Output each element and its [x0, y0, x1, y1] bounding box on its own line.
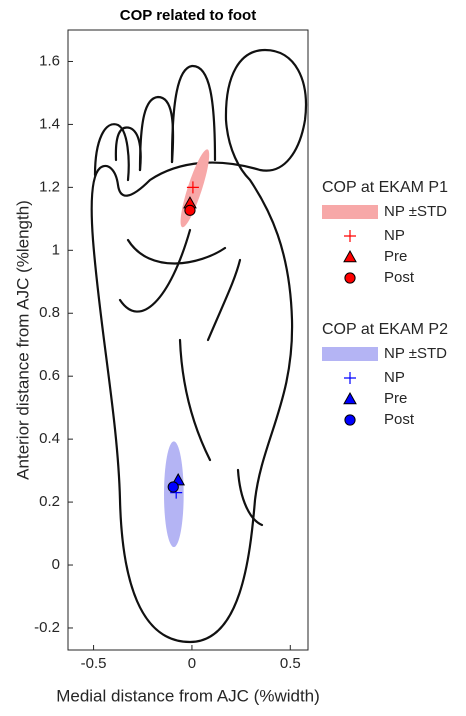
plus-stroke	[344, 372, 356, 384]
x-axis-label: Medial distance from AJC (%width)	[56, 686, 320, 705]
foot-line	[236, 468, 264, 527]
circle-marker	[167, 481, 179, 493]
plot	[164, 149, 210, 548]
toe	[138, 95, 175, 172]
plus-stroke	[186, 181, 199, 194]
toe	[170, 64, 217, 164]
legend-marker	[344, 230, 356, 242]
std-ellipse	[164, 441, 184, 548]
foot-line	[178, 338, 212, 462]
toe	[93, 123, 130, 182]
std-ellipse	[180, 149, 210, 228]
legend-title: COP at EKAM P1	[322, 179, 448, 196]
legend-label: NP	[384, 369, 405, 386]
y-tick-label: 0	[52, 556, 60, 573]
x-tick-label: -0.5	[81, 655, 107, 672]
legend-patch	[322, 205, 378, 219]
foot-line	[206, 258, 242, 342]
y-tick-label: -0.2	[34, 619, 60, 636]
legend-marker	[343, 249, 357, 263]
axes-box	[67, 29, 309, 651]
legend-marker	[344, 272, 356, 284]
y-tick-label: 1.6	[39, 52, 60, 69]
y-tick-label: 0.4	[39, 430, 60, 447]
foot-line	[118, 228, 192, 313]
y-tick-label: 0.6	[39, 367, 60, 384]
legend-label: NP ±STD	[384, 203, 447, 220]
x-tick-label: 0.5	[280, 655, 301, 672]
legend-marker	[344, 414, 356, 426]
legend-patch	[322, 347, 378, 361]
x-tick-label: 0	[188, 655, 196, 672]
y-tick-label: 1	[52, 241, 60, 258]
y-tick-label: 1.4	[39, 115, 60, 132]
plus-marker	[186, 181, 199, 194]
legend-label: Post	[384, 269, 415, 286]
legend-label: NP ±STD	[384, 345, 447, 362]
y-tick-label: 0.8	[39, 304, 60, 321]
circle-marker	[184, 204, 196, 216]
foot-outline	[90, 48, 307, 644]
foot-line	[126, 238, 227, 265]
y-tick-label: 1.2	[39, 178, 60, 195]
y-tick-label: 0.2	[39, 493, 60, 510]
legend-label: Pre	[384, 390, 407, 407]
y-axis-label: Anterior distance from AJC (%length)	[13, 200, 32, 480]
legend-label: Post	[384, 411, 415, 428]
legend-label: NP	[384, 227, 405, 244]
legend-label: Pre	[384, 248, 407, 265]
foot-sole	[90, 48, 307, 644]
legend-marker	[343, 391, 357, 405]
plus-stroke	[344, 230, 356, 242]
legend-title: COP at EKAM P2	[322, 321, 448, 338]
legend-marker	[344, 372, 356, 384]
chart-title: COP related to foot	[120, 7, 256, 24]
